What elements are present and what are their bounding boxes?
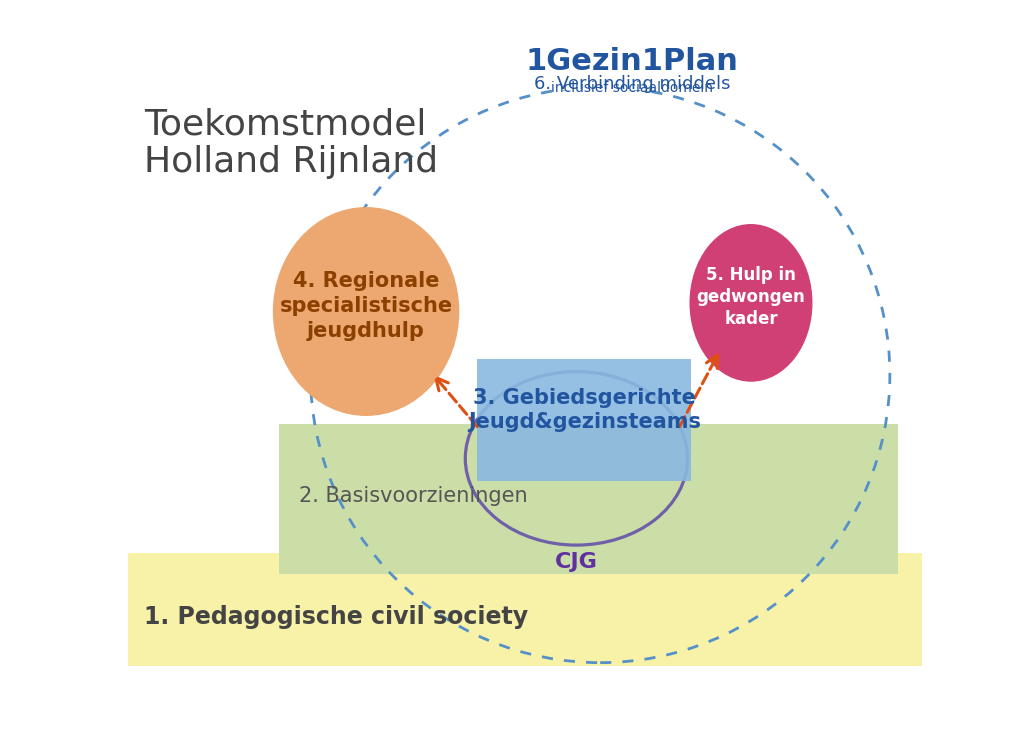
- Ellipse shape: [689, 224, 812, 381]
- Text: 6. Verbinding middels: 6. Verbinding middels: [534, 75, 730, 93]
- Bar: [279, 424, 898, 574]
- Text: 2. Basisvoorzieningen: 2. Basisvoorzieningen: [299, 485, 527, 506]
- Text: Toekomstmodel
Holland Rijnland: Toekomstmodel Holland Rijnland: [143, 107, 438, 179]
- Text: 3. Gebiedsgerichte
Jeugd&gezinsteams: 3. Gebiedsgerichte Jeugd&gezinsteams: [468, 387, 700, 432]
- Bar: [128, 554, 922, 666]
- Text: 1Gezin1Plan: 1Gezin1Plan: [525, 46, 738, 76]
- Text: 1. Pedagogische civil society: 1. Pedagogische civil society: [143, 605, 528, 629]
- Ellipse shape: [272, 207, 460, 416]
- Text: CJG: CJG: [555, 552, 598, 572]
- Text: 5. Hulp in
gedwongen
kader: 5. Hulp in gedwongen kader: [696, 266, 805, 328]
- Text: inclusief sociaaldomein: inclusief sociaaldomein: [551, 82, 713, 95]
- Text: 4. Regionale
specialistische
jeugdhulp: 4. Regionale specialistische jeugdhulp: [280, 271, 453, 340]
- Bar: [477, 359, 691, 482]
